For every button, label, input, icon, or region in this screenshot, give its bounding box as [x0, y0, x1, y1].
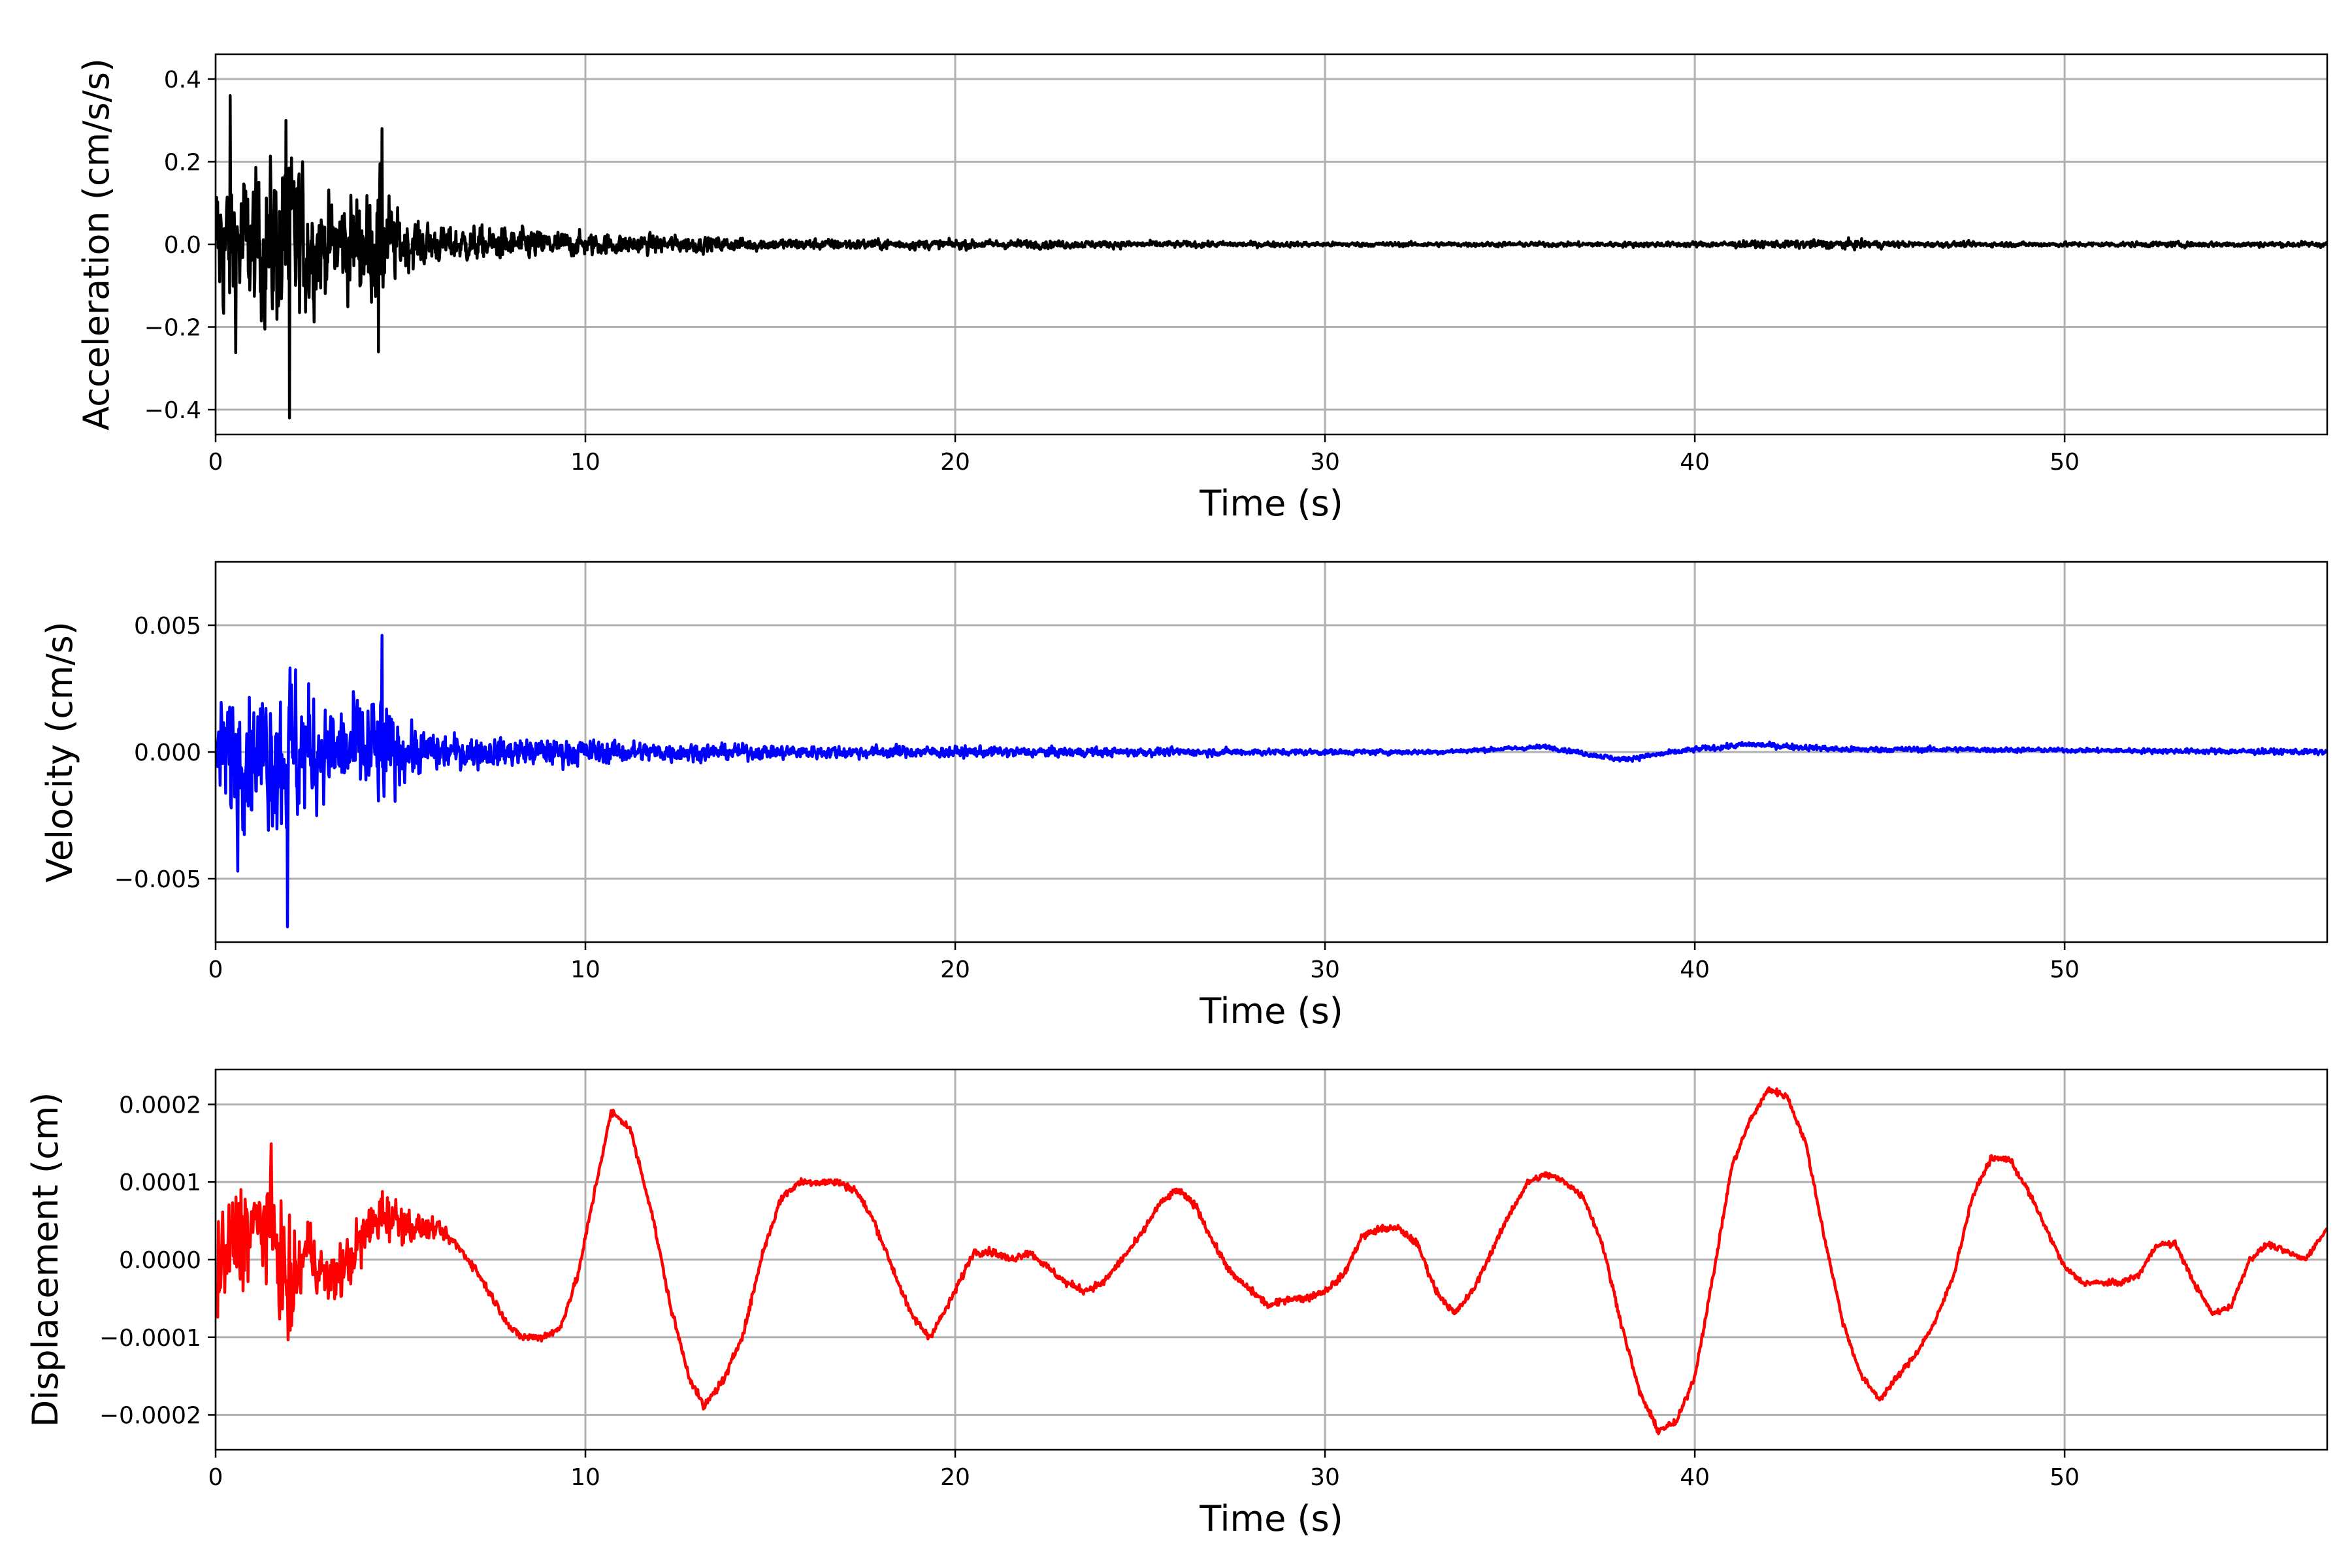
y-tick-label: 0.0002 — [119, 1092, 201, 1119]
y-tick-label: −0.4 — [144, 397, 201, 424]
y-tick-label: 0.0 — [164, 232, 201, 259]
acceleration-panel: 0 10 20 30 40 50 −0.4 −0.2 0.0 0.2 0.4 Time (s) Acce… — [76, 53, 2328, 524]
x-tick-label: 30 — [1310, 1464, 1340, 1491]
x-tick-label: 50 — [2050, 449, 2080, 476]
x-tick-label: 20 — [940, 449, 970, 476]
y-axis-label: Displacement (cm) — [25, 1092, 66, 1428]
y-tick-label: −0.2 — [144, 315, 201, 342]
y-tick-label: 0.4 — [164, 67, 201, 93]
x-axis-label: Time (s) — [1199, 1498, 1343, 1539]
x-axis-label: Time (s) — [1199, 483, 1343, 524]
velocity-panel: 0 10 20 30 40 50 −0.005 0.000 0.005 Time (s) Veloc… — [39, 561, 2328, 1032]
x-tick-label: 20 — [940, 956, 970, 983]
x-tick-label: 10 — [570, 1464, 600, 1491]
y-tick-label: 0.005 — [134, 613, 201, 640]
x-tick-label: 0 — [208, 1464, 223, 1491]
y-tick-label: −0.0002 — [99, 1403, 201, 1429]
acceleration-series-line — [216, 94, 2327, 419]
velocity-series-line — [216, 634, 2327, 928]
x-tick-label: 30 — [1310, 449, 1340, 476]
displacement-series-line — [216, 1086, 2327, 1435]
x-tick-label: 50 — [2050, 956, 2080, 983]
y-axis-label: Acceleration (cm/s/s) — [76, 58, 117, 431]
x-axis-label: Time (s) — [1199, 990, 1343, 1032]
y-tick-label: −0.005 — [114, 866, 201, 893]
y-axis-label: Velocity (cm/s) — [39, 621, 80, 883]
y-tick-label: 0.000 — [134, 740, 201, 766]
y-tick-label: 0.0000 — [119, 1247, 201, 1274]
y-tick-label: 0.2 — [164, 149, 201, 176]
x-tick-label: 10 — [570, 449, 600, 476]
y-tick-label: 0.0001 — [119, 1169, 201, 1196]
x-tick-label: 40 — [1680, 449, 1710, 476]
x-tick-label: 0 — [208, 449, 223, 476]
x-tick-label: 40 — [1680, 1464, 1710, 1491]
x-tick-label: 10 — [570, 956, 600, 983]
x-tick-label: 40 — [1680, 956, 1710, 983]
x-tick-label: 20 — [940, 1464, 970, 1491]
displacement-panel: 0 10 20 30 40 50 −0.0002 −0.0001 0.0000 0.0001 0.0… — [25, 1068, 2328, 1539]
x-tick-label: 30 — [1310, 956, 1340, 983]
y-tick-label: −0.0001 — [99, 1325, 201, 1352]
x-tick-label: 50 — [2050, 1464, 2080, 1491]
x-tick-label: 0 — [208, 956, 223, 983]
